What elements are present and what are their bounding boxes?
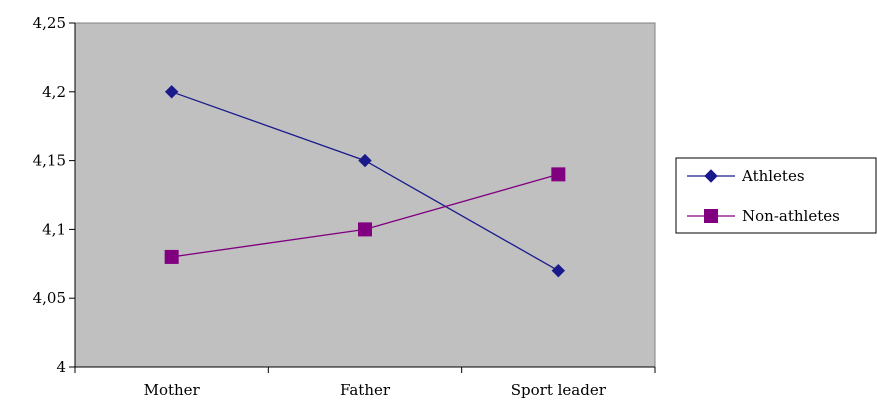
data-point-non-athletes — [551, 167, 566, 182]
legend: Athletes Non-athletes — [675, 157, 877, 234]
x-tick-label: Sport leader — [511, 381, 607, 399]
series-layer — [164, 85, 566, 278]
y-tick-label: 4,25 — [33, 14, 66, 32]
series-non-athletes — [164, 167, 566, 264]
series-athletes — [164, 85, 566, 278]
y-tick-label: 4,2 — [42, 83, 66, 101]
x-tick-label: Father — [340, 381, 391, 399]
legend-label-non-athletes: Non-athletes — [742, 207, 840, 225]
plot-area — [74, 22, 656, 368]
data-point-athletes — [551, 263, 566, 278]
data-point-non-athletes — [358, 222, 372, 237]
x-tick-label: Mother — [144, 381, 201, 399]
y-tick-label: 4,1 — [42, 220, 66, 238]
y-tick-label: 4 — [56, 358, 66, 376]
y-tick-label: 4,05 — [33, 289, 66, 307]
legend-marker-athletes — [704, 169, 718, 183]
data-point-athletes — [164, 85, 179, 99]
axes: 4 4,05 4,1 4,15 4,2 4,25 Mother Father Sport lea… — [33, 14, 656, 399]
plot-background — [74, 22, 656, 368]
y-tick-label: 4,15 — [33, 152, 66, 170]
legend-label-athletes: Athletes — [741, 167, 805, 185]
legend-marker-non-athletes — [704, 209, 718, 223]
data-point-non-athletes — [164, 249, 179, 264]
data-point-athletes — [358, 153, 372, 168]
